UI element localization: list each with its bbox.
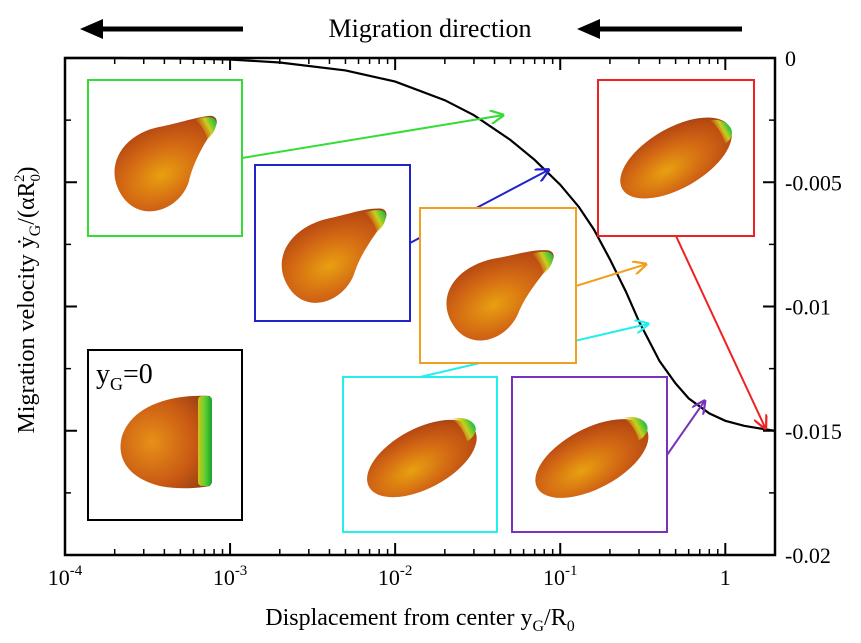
inset-center-label: yG=0 bbox=[96, 359, 153, 394]
insets: yG=0 bbox=[87, 79, 755, 533]
x-tick-label-base: 10 bbox=[543, 565, 565, 590]
chart-title: Migration direction bbox=[329, 14, 532, 43]
x-label-sub: G bbox=[532, 618, 544, 635]
y-label-sub: G bbox=[27, 224, 44, 236]
x-label-main: Displacement from center y bbox=[265, 605, 532, 631]
x-tick-label-exp: -3 bbox=[235, 563, 248, 579]
x-label-tail-sub: 0 bbox=[567, 618, 575, 635]
y-label-tail-sub: 0 bbox=[28, 174, 44, 182]
direction-arrow-right-head bbox=[577, 19, 600, 39]
y-tick-label: -0.01 bbox=[785, 295, 831, 320]
inset-center: yG=0 bbox=[87, 349, 243, 521]
inset-orange bbox=[419, 207, 577, 364]
y-tick-label: 0 bbox=[785, 46, 796, 71]
y-axis-label: Migration velocity ẏG/(αR02) bbox=[12, 166, 44, 433]
capsule-shape-center bbox=[120, 395, 212, 489]
x-tick-label: 10-3 bbox=[213, 563, 248, 590]
x-axis: 10-4 10-3 10-2 10-1 1 bbox=[48, 58, 776, 590]
y-label-main: Migration velocity bbox=[14, 254, 40, 433]
inset-arrow-green bbox=[241, 115, 503, 159]
x-tick-label: 1 bbox=[720, 565, 731, 590]
y-label-expr: ẏ bbox=[14, 236, 40, 248]
inset-arrow-orange bbox=[575, 264, 646, 287]
x-axis-label: Displacement from center yG/R0 bbox=[265, 605, 574, 635]
capsule-shape-green bbox=[114, 115, 217, 212]
x-label-tail: /R bbox=[544, 605, 567, 631]
x-tick-label-base: 10 bbox=[213, 565, 235, 590]
inset-red bbox=[597, 79, 755, 237]
center-label-sub: G bbox=[110, 374, 123, 394]
x-tick-label: 10-2 bbox=[378, 563, 413, 590]
x-tick-label: 10-1 bbox=[543, 563, 578, 590]
x-tick-label-exp: -1 bbox=[565, 563, 578, 579]
center-label-main: y bbox=[96, 359, 110, 390]
capsule-shape-blue bbox=[281, 208, 387, 303]
direction-arrow-left-head bbox=[80, 19, 103, 39]
x-tick-label-base: 10 bbox=[378, 565, 400, 590]
center-label-tail: =0 bbox=[123, 359, 153, 390]
x-tick-label-base: 1 bbox=[720, 565, 731, 590]
series-line-migration-velocity bbox=[65, 56, 776, 432]
inset-cyan bbox=[342, 376, 498, 533]
y-label-tail: /(αR bbox=[14, 181, 40, 224]
y-tick-label: -0.015 bbox=[785, 419, 842, 444]
inset-arrow-purple bbox=[666, 401, 705, 456]
y-tick-label: -0.02 bbox=[785, 543, 831, 568]
capsule-shape-red bbox=[620, 117, 732, 199]
x-tick-label-exp: -2 bbox=[400, 563, 413, 579]
inset-green bbox=[87, 79, 243, 237]
y-label-close: ) bbox=[14, 166, 40, 174]
x-tick-label-base: 10 bbox=[48, 565, 70, 590]
title-row: Migration direction bbox=[80, 14, 742, 43]
capsule-shape-purple bbox=[535, 416, 649, 498]
inset-blue bbox=[254, 164, 411, 322]
inset-arrow-red bbox=[675, 235, 765, 428]
y-tick-label: -0.005 bbox=[785, 170, 842, 195]
x-tick-label-exp: -4 bbox=[70, 563, 83, 579]
capsule-shape-cyan bbox=[367, 417, 477, 498]
y-label-tail-sup: 2 bbox=[12, 174, 28, 182]
inset-purple bbox=[511, 376, 668, 533]
x-tick-label: 10-4 bbox=[48, 563, 83, 590]
capsule-shape-orange bbox=[446, 250, 554, 341]
y-axis: 0 -0.005 -0.01 -0.015 -0.02 bbox=[65, 46, 842, 568]
